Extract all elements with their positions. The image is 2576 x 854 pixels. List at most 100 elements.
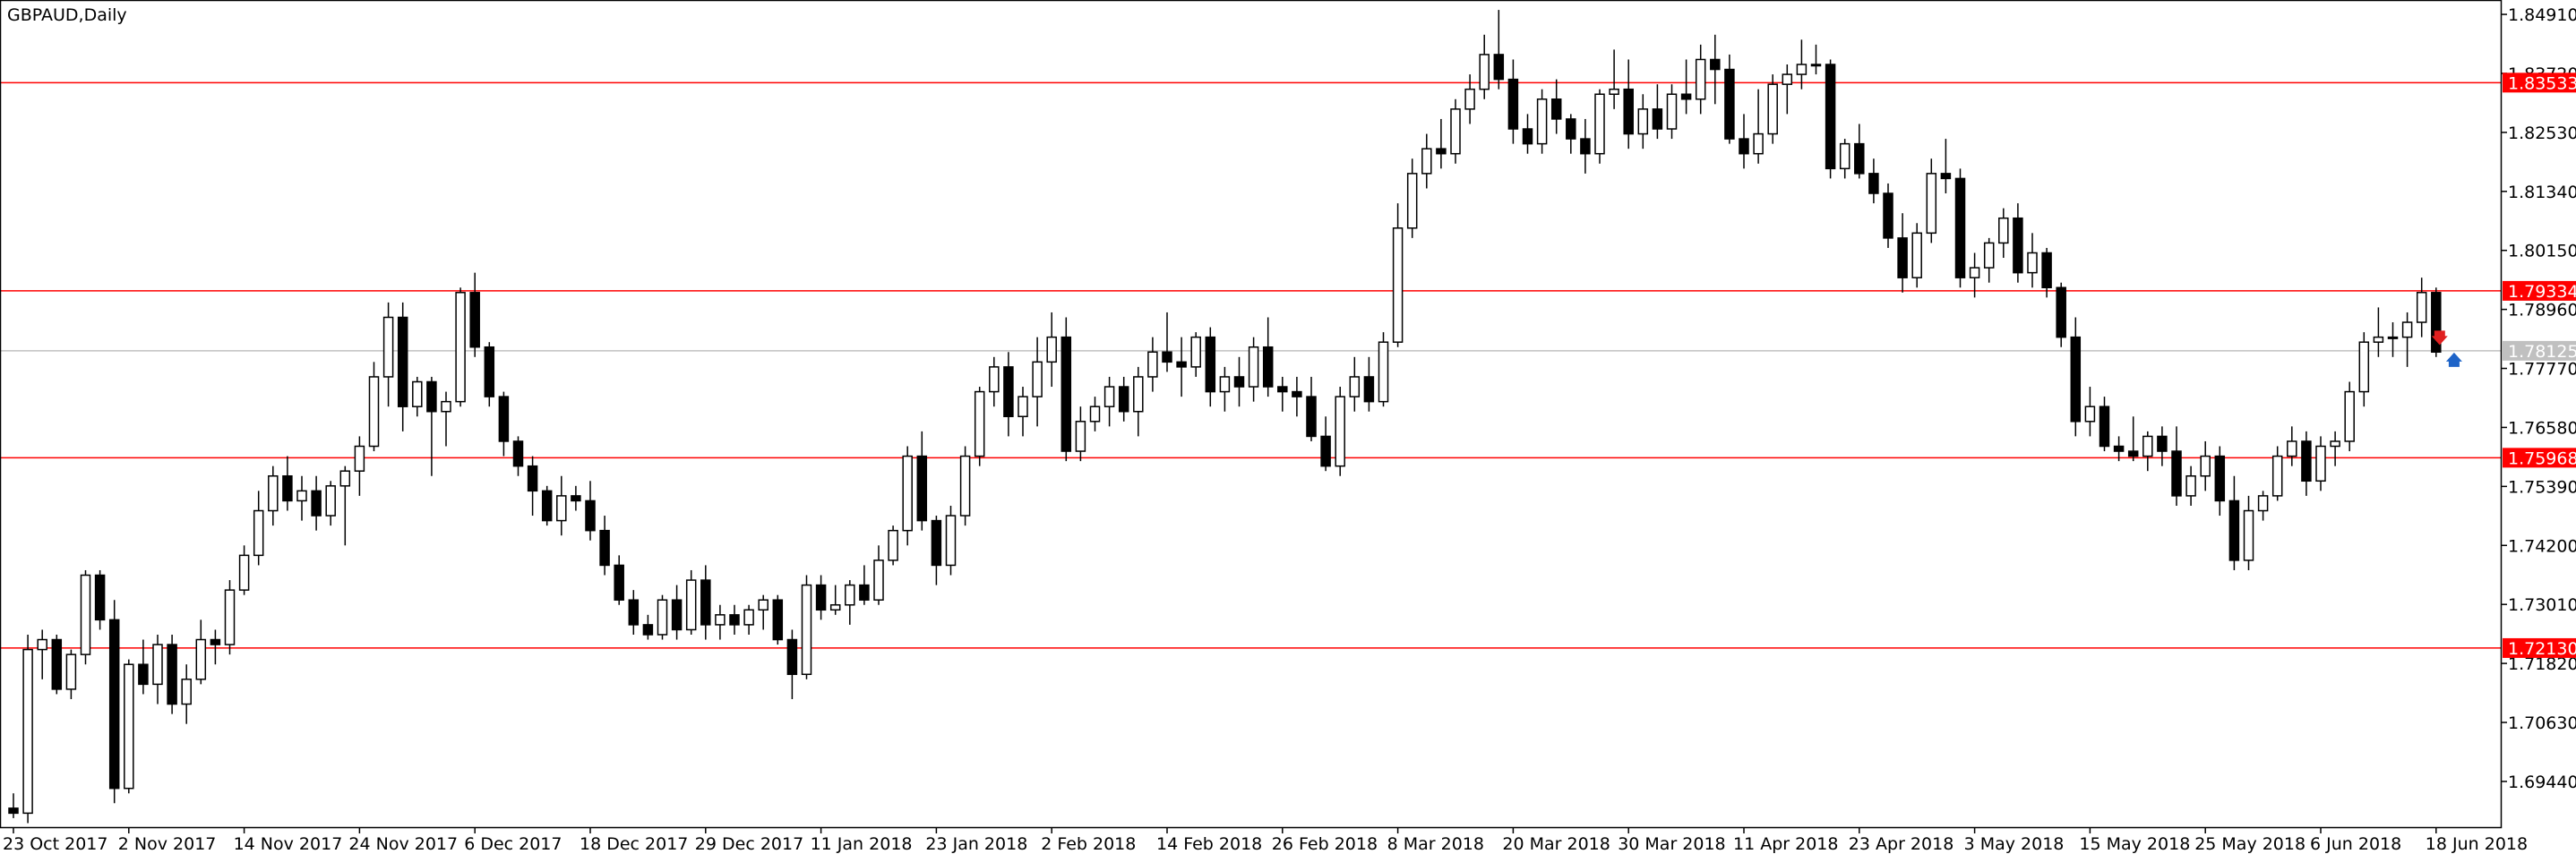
candle[interactable] bbox=[888, 525, 898, 566]
candle[interactable] bbox=[1233, 356, 1245, 407]
candle[interactable] bbox=[657, 594, 668, 640]
candle[interactable] bbox=[2084, 387, 2096, 437]
candle[interactable] bbox=[2257, 491, 2269, 521]
candle[interactable] bbox=[1652, 84, 1663, 140]
candle[interactable] bbox=[1450, 98, 1461, 164]
candle[interactable] bbox=[1018, 387, 1028, 437]
candle[interactable] bbox=[729, 604, 740, 635]
candle[interactable] bbox=[614, 555, 624, 605]
candle[interactable] bbox=[2358, 332, 2370, 407]
candle[interactable] bbox=[1897, 213, 1908, 293]
candle[interactable] bbox=[1666, 84, 1678, 140]
candle[interactable] bbox=[1277, 376, 1288, 412]
candle[interactable] bbox=[1003, 352, 1014, 437]
candle[interactable] bbox=[469, 272, 480, 357]
candle[interactable] bbox=[801, 575, 812, 679]
candle[interactable] bbox=[1623, 59, 1634, 149]
candle[interactable] bbox=[268, 465, 279, 526]
candle[interactable] bbox=[758, 594, 769, 630]
candle[interactable] bbox=[1507, 59, 1519, 144]
candle[interactable] bbox=[2214, 446, 2226, 517]
candle[interactable] bbox=[138, 639, 149, 695]
candle[interactable] bbox=[527, 456, 538, 517]
candle[interactable] bbox=[1796, 39, 1807, 90]
candle[interactable] bbox=[2228, 475, 2240, 570]
candle[interactable] bbox=[2401, 312, 2413, 367]
candle[interactable] bbox=[1536, 89, 1548, 154]
candle[interactable] bbox=[1825, 59, 1836, 179]
candle[interactable] bbox=[108, 600, 120, 804]
candle[interactable] bbox=[715, 604, 726, 640]
candle[interactable] bbox=[1493, 10, 1505, 90]
candle[interactable] bbox=[1767, 74, 1778, 144]
candle[interactable] bbox=[2243, 495, 2254, 570]
sell-arrow-icon[interactable] bbox=[2431, 330, 2448, 346]
candle[interactable] bbox=[1306, 376, 1317, 441]
candle[interactable] bbox=[571, 485, 581, 511]
candle[interactable] bbox=[1998, 208, 2009, 259]
candle[interactable] bbox=[1176, 337, 1187, 397]
candle[interactable] bbox=[2416, 278, 2427, 337]
candle[interactable] bbox=[845, 580, 855, 625]
candle[interactable] bbox=[2301, 431, 2312, 496]
candle[interactable] bbox=[1205, 327, 1216, 407]
candle[interactable] bbox=[1695, 44, 1706, 115]
candle[interactable] bbox=[541, 485, 553, 526]
candle[interactable] bbox=[512, 436, 524, 476]
candle[interactable] bbox=[2171, 426, 2182, 506]
candle[interactable] bbox=[368, 362, 380, 452]
candle[interactable] bbox=[2185, 465, 2196, 506]
candle[interactable] bbox=[152, 634, 163, 705]
candle[interactable] bbox=[815, 575, 827, 620]
candle[interactable] bbox=[65, 649, 77, 699]
candle[interactable] bbox=[441, 391, 451, 447]
candle[interactable] bbox=[2113, 436, 2125, 462]
candle[interactable] bbox=[339, 465, 351, 546]
candle[interactable] bbox=[1782, 64, 1793, 115]
candle[interactable] bbox=[94, 569, 106, 630]
candle[interactable] bbox=[238, 545, 250, 595]
candle[interactable] bbox=[974, 387, 985, 466]
candle[interactable] bbox=[671, 585, 683, 640]
candle[interactable] bbox=[8, 793, 19, 818]
price-axis[interactable]: 1.849101.837201.825301.813401.801501.789… bbox=[2502, 5, 2576, 792]
candle[interactable] bbox=[786, 629, 798, 699]
candle[interactable] bbox=[1464, 74, 1475, 124]
candle[interactable] bbox=[1580, 118, 1591, 174]
candle[interactable] bbox=[945, 505, 957, 576]
candle[interactable] bbox=[1983, 237, 1995, 283]
candle[interactable] bbox=[1075, 406, 1086, 462]
candle[interactable] bbox=[397, 302, 408, 431]
candle[interactable] bbox=[325, 481, 336, 526]
candle[interactable] bbox=[599, 516, 610, 576]
candle[interactable] bbox=[1724, 54, 1735, 144]
candle[interactable] bbox=[2056, 282, 2066, 347]
candle[interactable] bbox=[1292, 376, 1302, 417]
candle[interactable] bbox=[311, 475, 322, 531]
candle[interactable] bbox=[700, 565, 711, 640]
candle[interactable] bbox=[1248, 337, 1259, 402]
candle[interactable] bbox=[556, 475, 567, 536]
candle[interactable] bbox=[2142, 431, 2153, 472]
candle[interactable] bbox=[959, 446, 971, 526]
candle[interactable] bbox=[2344, 381, 2355, 452]
candle[interactable] bbox=[1032, 337, 1043, 427]
candle[interactable] bbox=[2027, 233, 2038, 288]
candle[interactable] bbox=[124, 659, 134, 794]
candle[interactable] bbox=[2373, 307, 2384, 357]
candle[interactable] bbox=[2387, 322, 2399, 357]
candle[interactable] bbox=[455, 287, 466, 407]
candle[interactable] bbox=[1118, 376, 1129, 422]
candle[interactable] bbox=[2013, 203, 2023, 283]
candle[interactable] bbox=[2099, 397, 2110, 452]
candle[interactable] bbox=[1046, 312, 1057, 388]
candle[interactable] bbox=[253, 491, 264, 566]
candle[interactable] bbox=[1363, 356, 1375, 412]
candle[interactable] bbox=[382, 302, 394, 407]
candle[interactable] bbox=[1969, 252, 1980, 298]
candle[interactable] bbox=[829, 585, 841, 615]
candle[interactable] bbox=[989, 356, 1000, 407]
candle[interactable] bbox=[1680, 59, 1692, 115]
time-axis[interactable]: 23 Oct 2017 2 Nov 2017 14 Nov 2017 24 Nov 2… bbox=[3, 828, 2528, 854]
